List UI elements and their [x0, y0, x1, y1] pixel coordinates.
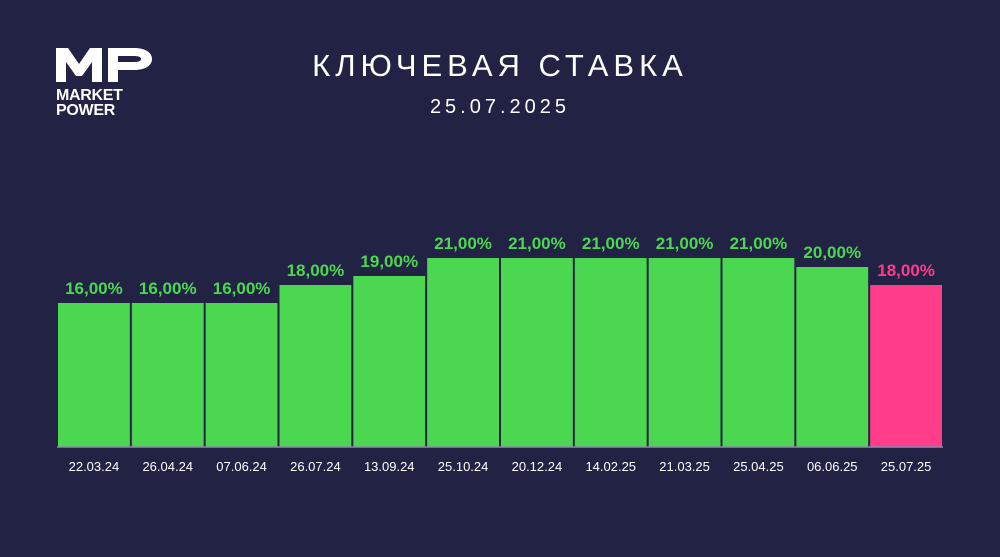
- x-tick-label: 25.07.25: [881, 459, 932, 474]
- value-label: 21,00%: [582, 234, 640, 253]
- x-tick-label: 13.09.24: [364, 459, 415, 474]
- bar-25.07.25: [870, 285, 942, 447]
- value-label: 18,00%: [877, 261, 935, 280]
- x-tick-label: 26.04.24: [142, 459, 193, 474]
- logo-wordmark: MARKET POWER: [56, 87, 156, 119]
- value-label: 20,00%: [803, 243, 861, 262]
- bar-25.04.25: [722, 258, 795, 447]
- mp-logo-icon: [56, 48, 152, 82]
- value-label: 21,00%: [656, 234, 714, 253]
- value-label: 19,00%: [360, 252, 418, 271]
- x-tick-label: 22.03.24: [69, 459, 120, 474]
- x-tick-label: 20.12.24: [512, 459, 563, 474]
- bar-06.06.25: [796, 267, 869, 447]
- x-tick-label: 25.10.24: [438, 459, 489, 474]
- value-label: 21,00%: [730, 234, 788, 253]
- logo: MARKET POWER: [56, 48, 156, 119]
- value-label: 21,00%: [434, 234, 492, 253]
- chart-date: 25.07.2025: [429, 96, 571, 118]
- bars-group: [58, 258, 942, 447]
- value-label: 16,00%: [139, 279, 197, 298]
- x-tick-labels: 22.03.24 26.04.24 07.06.24 26.07.24 13.09.24…: [69, 459, 932, 474]
- bar-13.09.24: [353, 276, 426, 447]
- x-tick-label: 25.04.25: [733, 459, 784, 474]
- bar-26.04.24: [131, 303, 204, 447]
- bar-14.02.25: [574, 258, 647, 447]
- x-tick-label: 07.06.24: [216, 459, 267, 474]
- value-label: 16,00%: [65, 279, 123, 298]
- logo-line-1: MARKET: [56, 87, 123, 104]
- chart-title: КЛЮЧЕВАЯ СТАВКА: [312, 48, 688, 83]
- x-tick-label: 06.06.25: [807, 459, 858, 474]
- bar-22.03.24: [58, 303, 130, 447]
- bar-07.06.24: [205, 303, 278, 447]
- value-label: 16,00%: [213, 279, 271, 298]
- x-tick-label: 21.03.25: [659, 459, 710, 474]
- bar-25.10.24: [427, 258, 499, 447]
- value-labels: 16,00% 16,00% 16,00% 18,00% 19,00% 21,00% 21,0…: [65, 234, 935, 298]
- logo-line-2: POWER: [56, 102, 115, 119]
- bar-21.03.25: [648, 258, 721, 447]
- x-tick-label: 26.07.24: [290, 459, 341, 474]
- value-label: 21,00%: [508, 234, 566, 253]
- bar-26.07.24: [279, 285, 352, 447]
- value-label: 18,00%: [287, 261, 345, 280]
- bar-20.12.24: [501, 258, 573, 447]
- x-tick-label: 14.02.25: [585, 459, 636, 474]
